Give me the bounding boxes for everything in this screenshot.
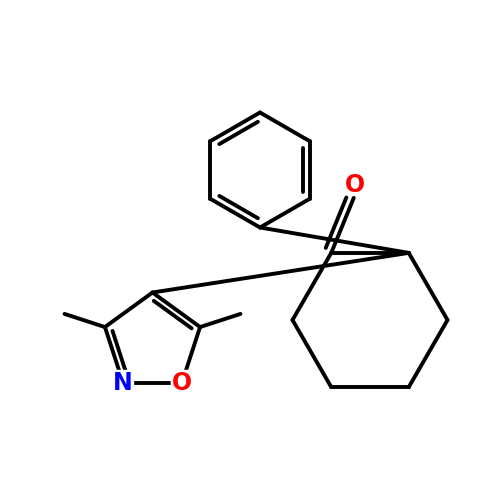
Text: O: O xyxy=(344,174,365,198)
Text: O: O xyxy=(172,371,192,395)
Text: N: N xyxy=(113,371,133,395)
